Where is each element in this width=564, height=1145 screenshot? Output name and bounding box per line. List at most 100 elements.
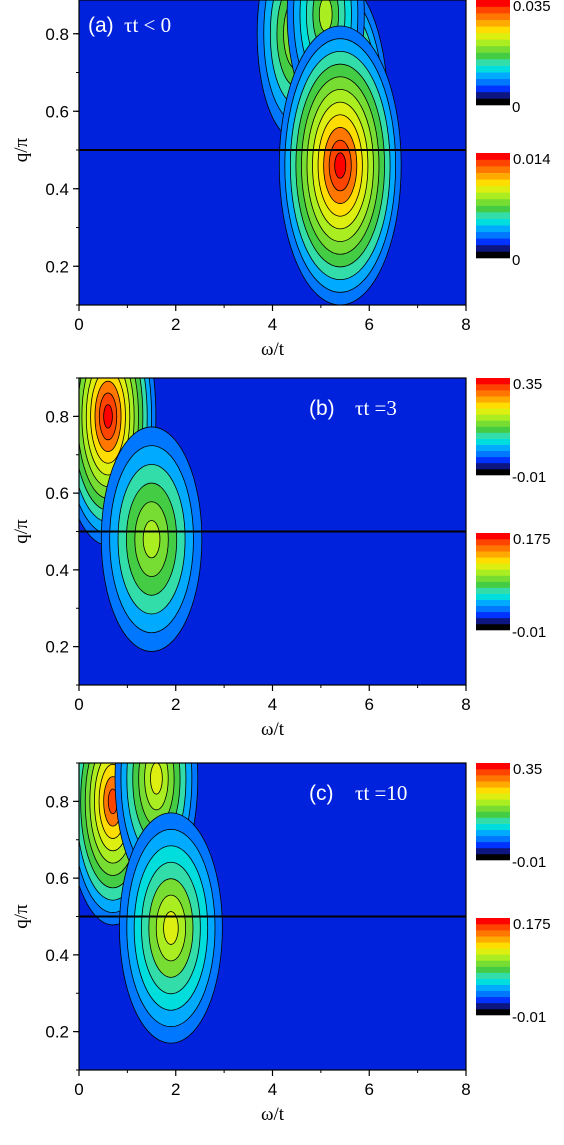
contour-group <box>79 763 223 1044</box>
colorbar-swatch <box>476 39 510 47</box>
x-tick-label: 4 <box>268 695 277 714</box>
colorbar-swatch <box>476 420 510 427</box>
x-tick-label: 0 <box>74 315 83 334</box>
colorbar-swatch <box>476 847 510 855</box>
y-tick-label: 0.4 <box>45 946 69 965</box>
colorbar-swatch <box>476 769 510 776</box>
colorbar-min-label: -0.01 <box>512 854 546 871</box>
colorbar-swatch <box>476 575 510 582</box>
colorbar-swatch <box>476 26 510 34</box>
colorbar-swatch <box>476 1008 510 1016</box>
y-axis-label: q/π <box>11 904 32 929</box>
x-tick-label: 6 <box>365 315 374 334</box>
y-tick-label: 0.6 <box>45 484 69 503</box>
colorbar-swatch <box>476 823 510 830</box>
colorbar-swatch <box>476 936 510 943</box>
colorbar-swatch <box>476 930 510 937</box>
colorbar-swatch <box>476 32 510 40</box>
colorbar-swatch <box>476 984 510 992</box>
x-axis-label: ω/t <box>261 719 285 740</box>
y-tick-label: 0.2 <box>45 257 69 276</box>
colorbar-swatch <box>476 59 510 66</box>
panel-condition: τt =10 <box>355 781 407 805</box>
x-tick-label: 2 <box>171 1080 180 1099</box>
contour-level-3-10 <box>334 152 347 179</box>
colorbar-swatch <box>476 396 510 403</box>
colorbar-lower: 0.014 0 <box>476 151 551 269</box>
colorbar-swatch <box>476 13 510 20</box>
colorbar-swatch <box>476 617 510 625</box>
colorbar-min-label: -0.01 <box>512 624 546 641</box>
colorbar-swatch <box>476 787 510 794</box>
colorbar-swatch <box>476 166 510 173</box>
colorbar-swatch <box>476 456 510 464</box>
colorbar-swatch <box>476 205 510 213</box>
colorbar-swatch <box>476 545 510 552</box>
colorbar-swatch <box>476 225 510 233</box>
contour-group <box>256 0 402 305</box>
colorbar-upper: 0.35 -0.01 <box>476 376 546 486</box>
colorbar-upper: 0.35 -0.01 <box>476 761 546 871</box>
colorbar-lower: 0.175 -0.01 <box>476 916 551 1026</box>
colorbar-swatch <box>476 0 510 7</box>
colorbar-swatch <box>476 390 510 397</box>
colorbar-swatch <box>476 45 510 53</box>
colorbar-swatch <box>476 611 510 619</box>
colorbar-swatch <box>476 781 510 788</box>
colorbar-swatch <box>476 450 510 458</box>
colorbar-swatch <box>476 918 510 925</box>
colorbar-swatch <box>476 948 510 955</box>
colorbar-swatch <box>476 954 510 961</box>
colorbar-swatch <box>476 468 510 476</box>
colorbar-swatch <box>476 996 510 1004</box>
colorbar-swatch <box>476 972 510 979</box>
colorbar-swatch <box>476 763 510 770</box>
x-tick-label: 6 <box>365 1080 374 1099</box>
colorbar-swatch <box>476 563 510 570</box>
colorbar-swatch <box>476 98 510 106</box>
colorbar-min-label: -0.01 <box>512 469 546 486</box>
colorbar-swatch <box>476 172 510 180</box>
colorbar-swatch <box>476 6 510 14</box>
colorbar-swatch <box>476 238 510 246</box>
y-tick-label: 0.6 <box>45 102 69 121</box>
colorbar-swatch <box>476 569 510 576</box>
colorbar-swatch <box>476 966 510 973</box>
panel-0: 0 2 4 6 80.20.40.60.8ω/tq/π(a) τt < 00.03500.… <box>11 0 551 360</box>
y-tick-label: 0.8 <box>45 407 69 426</box>
colorbar-swatch <box>476 557 510 564</box>
colorbar-min-label: 0 <box>512 252 520 269</box>
colorbar-swatch <box>476 599 510 607</box>
colorbar-swatch <box>476 817 510 824</box>
colorbar-swatch <box>476 533 510 540</box>
x-tick-label: 8 <box>461 1080 470 1099</box>
y-tick-label: 0.8 <box>45 25 69 44</box>
colorbar-swatch <box>476 990 510 998</box>
colorbar-swatch <box>476 799 510 806</box>
colorbar-swatch <box>476 587 510 594</box>
colorbar-swatch <box>476 72 510 80</box>
contour-level-2-6 <box>163 911 179 945</box>
x-tick-label: 2 <box>171 315 180 334</box>
colorbar-upper: 0.035 0 <box>476 0 551 116</box>
colorbar-swatch <box>476 805 510 812</box>
colorbar-swatch <box>476 593 510 600</box>
panel-condition: τt =3 <box>355 396 397 420</box>
y-axis-label: q/π <box>11 137 32 162</box>
colorbar-swatch <box>476 408 510 415</box>
x-axis-label: ω/t <box>261 1104 285 1125</box>
colorbar-swatch <box>476 1002 510 1010</box>
x-tick-label: 0 <box>74 1080 83 1099</box>
contour-level-1-6 <box>150 763 163 795</box>
colorbar-swatch <box>476 19 510 27</box>
panel-label: (a) <box>88 14 114 37</box>
colorbar-swatch <box>476 432 510 439</box>
y-tick-label: 0.2 <box>45 638 69 657</box>
colorbar-swatch <box>476 426 510 433</box>
y-tick-label: 0.4 <box>45 180 69 199</box>
contour-level-0-10 <box>103 404 113 429</box>
colorbar-swatch <box>476 378 510 385</box>
x-tick-label: 4 <box>268 315 277 334</box>
colorbar-swatch <box>476 581 510 588</box>
